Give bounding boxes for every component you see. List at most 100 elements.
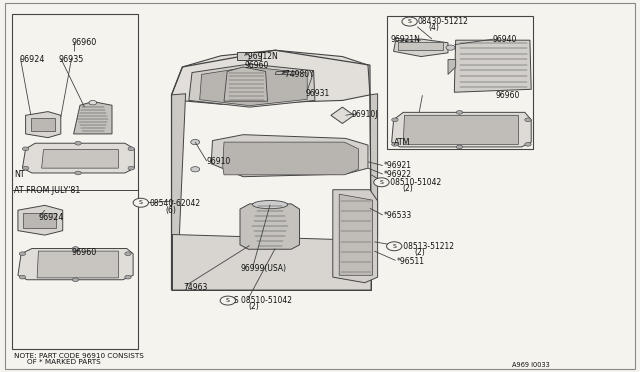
Text: 08540-62042: 08540-62042 (149, 199, 200, 208)
Text: 96910J: 96910J (352, 110, 378, 119)
Text: (6): (6) (165, 206, 176, 215)
FancyBboxPatch shape (12, 14, 138, 349)
Text: A969 I0033: A969 I0033 (512, 362, 550, 368)
Circle shape (392, 118, 398, 122)
FancyBboxPatch shape (31, 118, 55, 131)
Text: S: S (226, 298, 230, 303)
Polygon shape (172, 234, 371, 290)
Polygon shape (224, 67, 268, 101)
Text: S: S (139, 200, 143, 205)
Polygon shape (223, 142, 358, 175)
Polygon shape (392, 112, 531, 147)
Text: *S 08510-51042: *S 08510-51042 (230, 296, 292, 305)
Circle shape (72, 247, 79, 250)
Text: *96921: *96921 (384, 161, 412, 170)
Ellipse shape (252, 201, 288, 209)
Text: *96922: *96922 (384, 170, 412, 179)
Polygon shape (74, 102, 112, 134)
Text: (2): (2) (402, 184, 413, 193)
Text: S: S (380, 180, 383, 185)
Polygon shape (189, 64, 315, 107)
Circle shape (133, 198, 148, 207)
Polygon shape (26, 112, 61, 138)
Polygon shape (333, 190, 378, 283)
Text: 96960: 96960 (244, 61, 269, 70)
Text: 96924: 96924 (38, 213, 64, 222)
Polygon shape (200, 67, 307, 106)
Circle shape (128, 147, 134, 151)
Circle shape (75, 141, 81, 145)
Polygon shape (18, 248, 133, 280)
Text: 96924: 96924 (19, 55, 45, 64)
Circle shape (387, 242, 402, 251)
Polygon shape (339, 194, 372, 275)
Polygon shape (37, 251, 118, 278)
Text: AT FROM JULY'81: AT FROM JULY'81 (14, 186, 81, 195)
Text: *96511: *96511 (397, 257, 425, 266)
Text: 96960: 96960 (72, 38, 97, 47)
Circle shape (19, 252, 26, 256)
Text: *74980Y: *74980Y (282, 70, 314, 79)
FancyBboxPatch shape (23, 213, 56, 228)
Polygon shape (22, 143, 134, 173)
Circle shape (446, 45, 455, 50)
Circle shape (220, 296, 236, 305)
Text: 74963: 74963 (183, 283, 207, 292)
Circle shape (392, 142, 398, 146)
Polygon shape (172, 94, 186, 239)
Text: OF * MARKED PARTS: OF * MARKED PARTS (27, 359, 100, 365)
Text: (2): (2) (248, 302, 259, 311)
Polygon shape (42, 150, 118, 168)
Circle shape (525, 118, 531, 122)
Circle shape (89, 100, 97, 105)
Text: *96912N: *96912N (244, 52, 278, 61)
Polygon shape (240, 204, 300, 249)
Circle shape (125, 275, 131, 279)
Text: 96931: 96931 (306, 89, 330, 97)
Polygon shape (237, 52, 261, 60)
FancyBboxPatch shape (5, 3, 635, 369)
Text: 96960: 96960 (72, 248, 97, 257)
Text: 96999(USA): 96999(USA) (241, 264, 287, 273)
FancyBboxPatch shape (387, 16, 533, 149)
Text: (4): (4) (429, 23, 440, 32)
Circle shape (191, 140, 200, 145)
Text: NOTE: PART CODE 96910 CONSISTS: NOTE: PART CODE 96910 CONSISTS (14, 353, 144, 359)
Polygon shape (394, 39, 448, 57)
Polygon shape (211, 135, 368, 177)
Polygon shape (454, 40, 531, 92)
Circle shape (374, 178, 389, 187)
Text: 96940: 96940 (493, 35, 517, 44)
Circle shape (125, 252, 131, 256)
Circle shape (456, 145, 463, 149)
Circle shape (22, 147, 29, 151)
Text: NT: NT (14, 170, 25, 179)
Text: 96921N: 96921N (390, 35, 420, 44)
Text: 96910: 96910 (207, 157, 231, 166)
Text: 96935: 96935 (59, 55, 84, 64)
Polygon shape (275, 71, 296, 74)
Polygon shape (370, 94, 378, 240)
Text: * 08513-51212: * 08513-51212 (397, 242, 454, 251)
Circle shape (191, 167, 200, 172)
Text: S: S (392, 244, 396, 249)
Circle shape (72, 278, 79, 282)
FancyBboxPatch shape (398, 42, 443, 50)
Circle shape (22, 166, 29, 170)
Circle shape (75, 171, 81, 175)
Polygon shape (18, 205, 63, 235)
Text: 96960: 96960 (496, 92, 520, 100)
Text: * 08510-51042: * 08510-51042 (384, 178, 441, 187)
Circle shape (19, 275, 26, 279)
Polygon shape (172, 50, 370, 104)
Circle shape (456, 110, 463, 114)
Circle shape (128, 166, 134, 170)
Polygon shape (403, 115, 518, 144)
Circle shape (525, 142, 531, 146)
Circle shape (402, 17, 417, 26)
Text: 08430-51212: 08430-51212 (417, 17, 468, 26)
Text: ATM: ATM (394, 138, 410, 147)
Text: (2): (2) (415, 248, 426, 257)
Polygon shape (331, 107, 354, 124)
Polygon shape (448, 60, 456, 74)
